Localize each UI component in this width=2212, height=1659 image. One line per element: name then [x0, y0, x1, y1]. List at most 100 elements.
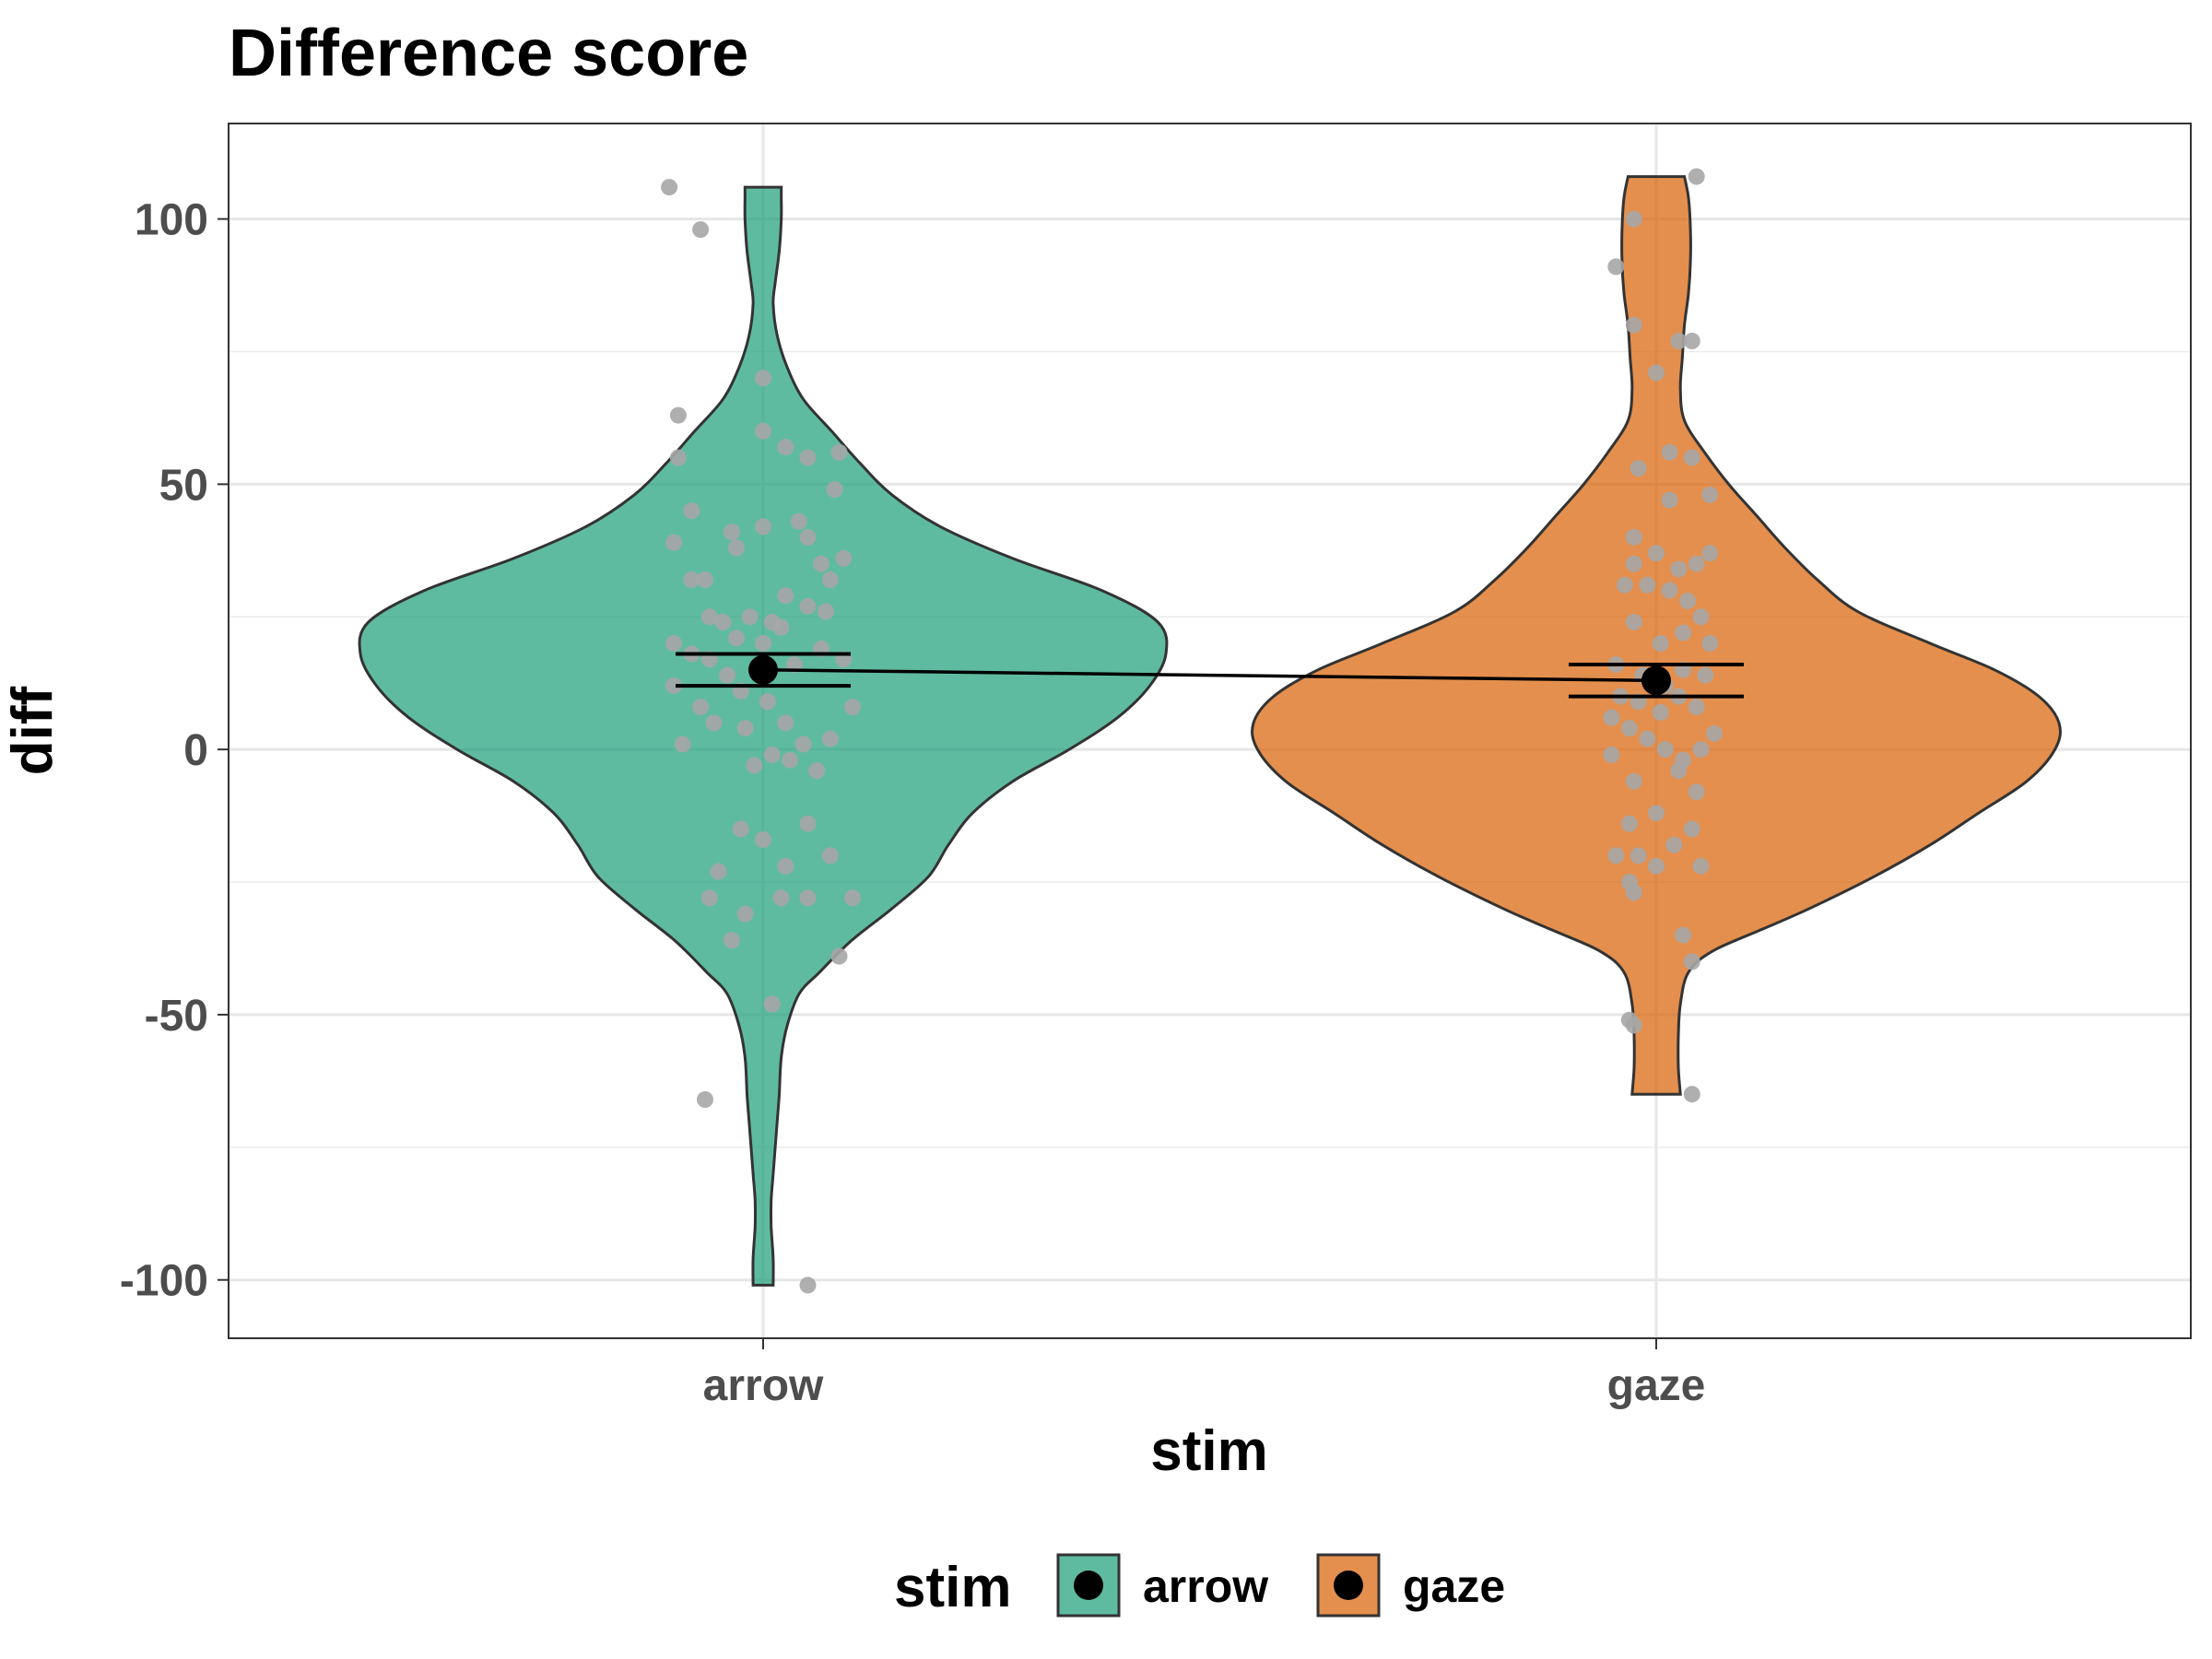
- jitter-points: [661, 168, 1723, 1294]
- data-point-gaze: [1688, 555, 1705, 572]
- data-point-arrow: [777, 587, 794, 605]
- data-point-arrow: [799, 449, 817, 466]
- chart-title: Difference score: [229, 17, 748, 90]
- data-point-gaze: [1679, 593, 1696, 609]
- data-point-gaze: [1661, 443, 1678, 461]
- data-point-arrow: [697, 1091, 713, 1108]
- data-point-gaze: [1648, 364, 1665, 382]
- data-point-gaze: [1661, 582, 1678, 599]
- x-axis-title: stim: [1150, 1419, 1267, 1483]
- data-point-arrow: [794, 735, 812, 753]
- violin-arrow: [358, 185, 1169, 1287]
- data-point-arrow: [830, 443, 848, 461]
- data-point-arrow: [777, 439, 794, 456]
- data-point-arrow: [755, 422, 771, 440]
- violins: [358, 175, 2062, 1287]
- data-point-arrow: [714, 614, 732, 630]
- data-point-gaze: [1625, 555, 1642, 572]
- data-point-gaze: [1620, 815, 1638, 832]
- data-point-arrow: [736, 905, 754, 923]
- x-tick-label-gaze: gaze: [1607, 1361, 1706, 1410]
- data-point-gaze: [1701, 635, 1719, 652]
- data-point-gaze: [1670, 333, 1688, 349]
- mean-point-arrow: [748, 654, 778, 685]
- data-point-arrow: [799, 815, 817, 832]
- data-point-arrow: [719, 666, 736, 684]
- legend-label-gaze: gaze: [1403, 1560, 1505, 1612]
- data-point-arrow: [755, 518, 771, 535]
- data-point-arrow: [808, 762, 826, 780]
- y-tick-label: 0: [183, 726, 208, 775]
- mean-summary: [676, 652, 1744, 699]
- data-point-arrow: [700, 889, 718, 907]
- data-point-arrow: [772, 889, 790, 907]
- data-point-arrow: [799, 1277, 817, 1294]
- y-tick-label: 100: [135, 196, 208, 245]
- data-point-gaze: [1683, 820, 1700, 838]
- data-point-arrow: [665, 534, 682, 551]
- data-point-gaze: [1603, 746, 1620, 763]
- data-point-gaze: [1688, 168, 1705, 185]
- data-point-gaze: [1652, 703, 1669, 721]
- data-point-gaze: [1656, 741, 1674, 759]
- y-tick-label: -100: [120, 1257, 208, 1306]
- y-axis-title: diff: [1, 686, 65, 775]
- data-point-arrow: [683, 502, 700, 520]
- data-point-arrow: [777, 857, 794, 875]
- data-point-arrow: [692, 699, 710, 716]
- data-point-gaze: [1697, 666, 1714, 684]
- data-point-arrow: [669, 449, 687, 466]
- data-point-gaze: [1630, 460, 1647, 477]
- data-point-arrow: [683, 571, 700, 588]
- data-point-arrow: [732, 820, 749, 838]
- data-point-gaze: [1648, 805, 1665, 822]
- data-point-arrow: [697, 571, 713, 588]
- data-point-arrow: [724, 524, 740, 541]
- x-tick-label-arrow: arrow: [703, 1361, 824, 1410]
- data-point-arrow: [821, 730, 839, 747]
- legend-key-gaze-dot: [1334, 1571, 1363, 1600]
- data-point-gaze: [1617, 576, 1633, 594]
- data-point-arrow: [705, 714, 723, 732]
- data-point-arrow: [763, 746, 781, 763]
- data-point-arrow: [844, 889, 861, 907]
- x-axis: arrow gaze: [703, 1338, 1706, 1410]
- legend-title: stim: [894, 1556, 1011, 1619]
- data-point-arrow: [755, 831, 771, 848]
- data-point-gaze: [1675, 624, 1692, 641]
- data-point-gaze: [1661, 491, 1678, 509]
- data-point-arrow: [727, 539, 745, 557]
- data-point-arrow: [665, 635, 682, 652]
- data-point-gaze: [1706, 724, 1723, 742]
- legend-key-arrow-dot: [1074, 1571, 1103, 1600]
- data-point-gaze: [1620, 720, 1638, 737]
- data-point-arrow: [830, 947, 848, 965]
- data-point-arrow: [799, 889, 817, 907]
- data-point-gaze: [1665, 836, 1683, 853]
- data-point-gaze: [1625, 210, 1642, 228]
- data-point-gaze: [1683, 449, 1700, 466]
- data-point-arrow: [835, 549, 853, 567]
- plot-panel-border: [228, 123, 2192, 1339]
- data-point-gaze: [1603, 709, 1620, 726]
- data-point-arrow: [755, 370, 771, 387]
- data-point-arrow: [772, 618, 790, 636]
- data-point-arrow: [799, 597, 817, 615]
- data-point-gaze: [1670, 560, 1688, 578]
- data-point-arrow: [746, 757, 763, 774]
- data-point-gaze: [1692, 857, 1710, 875]
- data-point-arrow: [777, 714, 794, 732]
- data-point-gaze: [1625, 884, 1642, 901]
- data-point-arrow: [700, 608, 718, 626]
- data-point-arrow: [741, 608, 759, 626]
- data-point-gaze: [1630, 847, 1647, 865]
- data-point-gaze: [1688, 699, 1705, 716]
- data-point-arrow: [826, 481, 843, 499]
- data-point-gaze: [1683, 1086, 1700, 1103]
- data-point-gaze: [1652, 635, 1669, 652]
- data-point-gaze: [1625, 614, 1642, 630]
- violin-gaze: [1251, 175, 2062, 1096]
- data-point-gaze: [1625, 772, 1642, 790]
- data-point-arrow: [665, 677, 682, 695]
- data-point-arrow: [821, 571, 839, 588]
